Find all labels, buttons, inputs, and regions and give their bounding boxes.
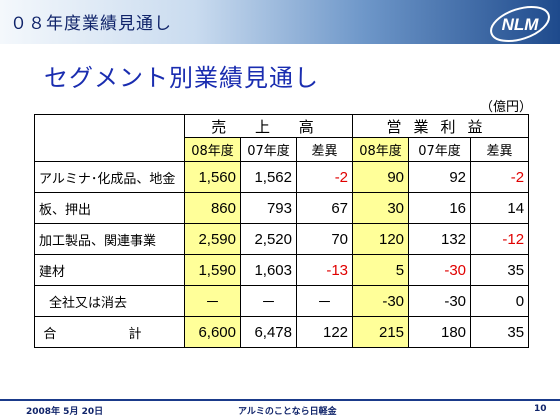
value-cell: － (240, 285, 297, 317)
value-cell: 35 (470, 316, 530, 348)
row-label: 建材 (34, 254, 185, 286)
row-label: 加工製品、関連事業 (34, 223, 185, 255)
value-cell: 2,520 (240, 223, 297, 255)
row-label: 全社又は消去 (34, 285, 185, 317)
table-row: 全社又は消去 － － － -30 -30 0 (34, 285, 530, 317)
value-cell: -2 (295, 161, 354, 193)
page-number: 10 (534, 404, 547, 414)
row-label: 板、押出 (34, 192, 185, 224)
value-cell: 92 (408, 161, 472, 193)
value-cell: 215 (352, 316, 410, 348)
table-row: アルミナ･化成品、地金 1,560 1,562 -2 90 92 -2 (34, 161, 530, 193)
value-cell: 122 (295, 316, 354, 348)
table-row-total: 合 計 6,600 6,478 122 215 180 35 (34, 316, 530, 348)
value-cell: 1,590 (184, 254, 241, 286)
corner-cell (34, 114, 185, 162)
sub-header-cell: 07年度 (240, 137, 297, 162)
value-cell: -30 (408, 254, 472, 286)
value-cell: － (184, 285, 241, 317)
value-cell: -30 (352, 285, 410, 317)
value-cell: 35 (470, 254, 530, 286)
value-cell: -2 (470, 161, 530, 193)
value-cell: 2,590 (184, 223, 241, 255)
value-cell: -13 (295, 254, 354, 286)
value-cell: 793 (240, 192, 297, 224)
row-label: 合 計 (34, 316, 185, 348)
svg-text:NLM: NLM (502, 15, 540, 34)
value-cell: 1,560 (184, 161, 241, 193)
footer-date: 2008年 5月 20日 (26, 407, 104, 417)
row-label: アルミナ･化成品、地金 (34, 161, 185, 193)
value-cell: 6,478 (240, 316, 297, 348)
group-header-row: 売 上 高 営業利益 (34, 114, 530, 162)
value-cell: 860 (184, 192, 241, 224)
sub-header-cell: 差異 (470, 137, 530, 162)
footer-divider (0, 399, 560, 401)
header-bar (0, 0, 560, 44)
sub-header-cell: 08年度 (184, 137, 241, 162)
value-cell: -30 (408, 285, 472, 317)
value-cell: － (295, 285, 354, 317)
value-cell: 14 (470, 192, 530, 224)
value-cell: 67 (295, 192, 354, 224)
sub-header-cell: 差異 (295, 137, 354, 162)
value-cell: 180 (408, 316, 472, 348)
group-header-sales: 売 上 高 (183, 114, 354, 138)
value-cell: 16 (408, 192, 472, 224)
group-header-operating-income: 営業利益 (352, 114, 530, 138)
table-row: 板、押出 860 793 67 30 16 14 (34, 192, 530, 224)
unit-label: （億円） (480, 100, 533, 115)
segment-forecast-table: 売 上 高 営業利益 08年度 07年度 差異 08年度 07年度 差異 アルミ… (34, 114, 530, 348)
nlm-logo: NLM (490, 5, 550, 43)
table-row: 建材 1,590 1,603 -13 5 -30 35 (34, 254, 530, 286)
value-cell: 1,562 (240, 161, 297, 193)
value-cell: -12 (470, 223, 530, 255)
value-cell: 90 (352, 161, 410, 193)
value-cell: 5 (352, 254, 410, 286)
value-cell: 0 (470, 285, 530, 317)
value-cell: 132 (408, 223, 472, 255)
sub-header-cell: 08年度 (352, 137, 410, 162)
value-cell: 1,603 (240, 254, 297, 286)
value-cell: 70 (295, 223, 354, 255)
value-cell: 30 (352, 192, 410, 224)
value-cell: 6,600 (184, 316, 241, 348)
table-row: 加工製品、関連事業 2,590 2,520 70 120 132 -12 (34, 223, 530, 255)
header-title: ０８年度業績見通し (10, 14, 172, 34)
sub-header-cell: 07年度 (408, 137, 472, 162)
sub-header-row: 08年度 07年度 差異 08年度 07年度 差異 (35, 137, 530, 162)
slide-title: セグメント別業績見通し (44, 64, 319, 92)
footer-tagline: アルミのことなら日軽金 (238, 407, 337, 417)
value-cell: 120 (352, 223, 410, 255)
